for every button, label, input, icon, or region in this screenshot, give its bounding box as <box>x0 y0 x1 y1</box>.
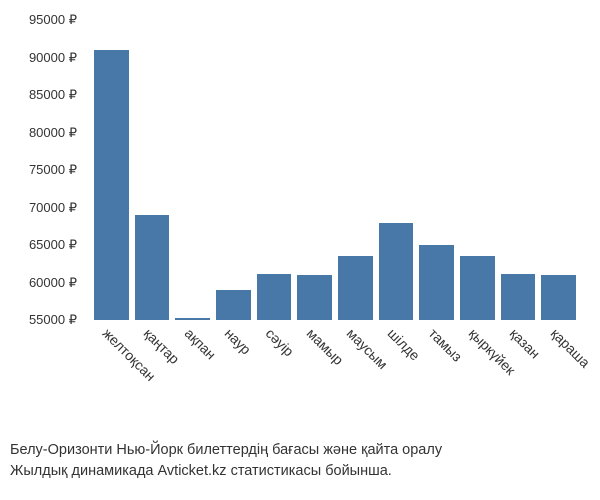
x-label-slot: шілде <box>379 325 414 435</box>
x-axis-labels: желтоқсанқаңтарақпаннаурсәуірмамырмаусым… <box>90 325 580 435</box>
x-label-slot: қараша <box>541 325 576 435</box>
x-tick-label: шілде <box>385 325 424 364</box>
x-label-slot: тамыз <box>419 325 454 435</box>
bar <box>338 256 373 320</box>
y-tick-label: 90000 ₽ <box>29 50 77 66</box>
price-chart: 55000 ₽ 60000 ₽ 65000 ₽ 70000 ₽ 75000 ₽ 80000… <box>0 0 600 500</box>
x-tick-label: сәуір <box>263 325 297 359</box>
x-label-slot: қыркүйек <box>460 325 495 435</box>
bar <box>257 274 292 321</box>
y-tick-label: 80000 ₽ <box>29 125 77 141</box>
bar <box>501 274 536 321</box>
y-tick-label: 75000 ₽ <box>29 162 77 178</box>
x-label-slot: қаңтар <box>135 325 170 435</box>
x-label-slot: мамыр <box>297 325 332 435</box>
bars-group <box>90 20 580 320</box>
bar <box>419 245 454 320</box>
bar <box>379 223 414 321</box>
y-tick-label: 70000 ₽ <box>29 200 77 216</box>
plot-area <box>90 20 580 320</box>
y-tick-label: 60000 ₽ <box>29 275 77 291</box>
x-tick-label: қараша <box>547 325 593 371</box>
y-tick-label: 65000 ₽ <box>29 237 77 253</box>
y-tick-label: 55000 ₽ <box>29 312 77 328</box>
x-label-slot: маусым <box>338 325 373 435</box>
x-label-slot: сәуір <box>257 325 292 435</box>
bar <box>216 290 251 320</box>
x-tick-label: ақпан <box>181 325 218 362</box>
bar <box>297 275 332 320</box>
x-tick-label: қазан <box>507 325 544 362</box>
x-label-slot: наур <box>216 325 251 435</box>
x-label-slot: ақпан <box>175 325 210 435</box>
y-tick-label: 85000 ₽ <box>29 87 77 103</box>
bar <box>175 318 210 320</box>
caption-line-1: Белу-Оризонти Нью-Йорк билеттердің бағас… <box>10 440 442 461</box>
bar <box>541 275 576 320</box>
y-axis: 55000 ₽60000 ₽65000 ₽70000 ₽75000 ₽80000… <box>0 20 85 320</box>
caption-line-2: Жылдық динамикада Avticket.kz статистика… <box>10 461 442 482</box>
bar <box>135 215 170 320</box>
x-label-slot: қазан <box>501 325 536 435</box>
x-label-slot: желтоқсан <box>94 325 129 435</box>
x-tick-label: наур <box>222 325 255 358</box>
chart-caption: Белу-Оризонти Нью-Йорк билеттердің бағас… <box>10 440 442 482</box>
y-tick-label: 95000 ₽ <box>29 12 77 28</box>
bar <box>460 256 495 320</box>
bar <box>94 50 129 320</box>
